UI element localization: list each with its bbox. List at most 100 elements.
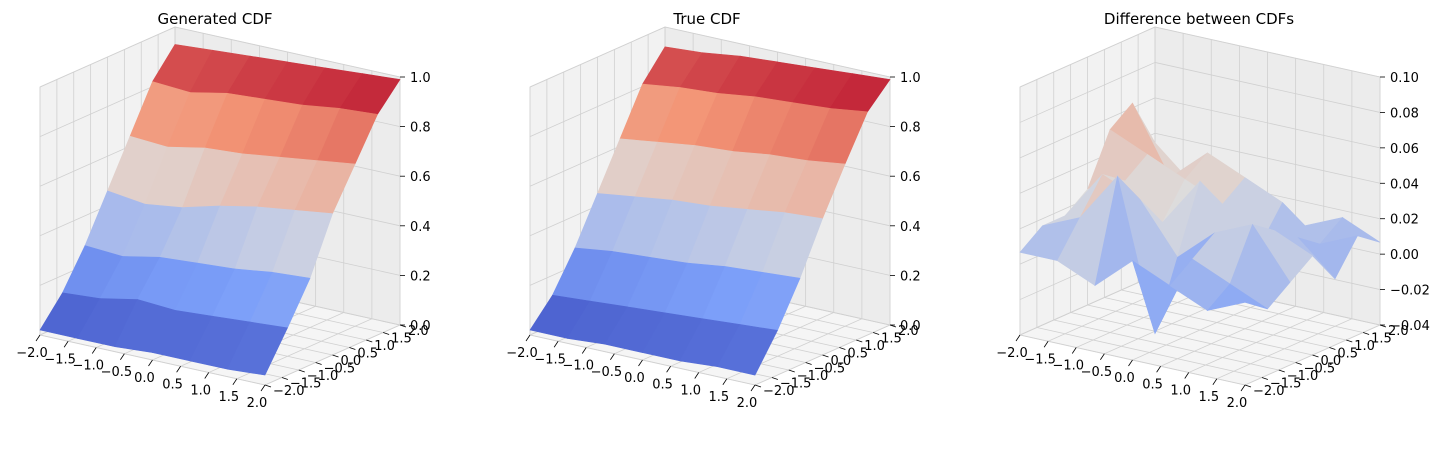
z-tick-label: 0.6 <box>900 170 921 185</box>
y-tick-label: −2.0 <box>1253 384 1285 399</box>
x-tick-label: −2.0 <box>996 346 1028 361</box>
x-tick-mark <box>260 384 266 392</box>
y-tick-mark <box>349 347 356 350</box>
y-tick-mark <box>281 377 289 380</box>
x-tick-label: 0.0 <box>624 371 645 386</box>
x-tick-label: 2.0 <box>247 396 268 411</box>
surface-patch <box>717 324 778 376</box>
y-tick-label: −0.5 <box>1304 362 1336 377</box>
y-tick-label: −1.5 <box>1270 377 1302 392</box>
x-tick-mark <box>1212 378 1218 385</box>
x-tick-mark <box>694 372 700 379</box>
y-tick-label: 1.5 <box>391 332 412 347</box>
x-tick-mark <box>525 334 531 342</box>
x-tick-mark <box>638 359 643 367</box>
z-tick-label: 0.0 <box>900 319 921 334</box>
y-tick-label: 0.5 <box>847 347 868 362</box>
x-tick-label: −1.5 <box>44 352 76 367</box>
z-tick-label: 0.2 <box>410 269 431 284</box>
y-tick-label: 0.5 <box>1337 347 1358 362</box>
y-tick-mark <box>264 384 272 388</box>
y-tick-mark <box>1329 347 1336 350</box>
x-tick-label: 0.0 <box>134 371 155 386</box>
x-tick-label: −1.5 <box>1024 352 1056 367</box>
y-tick-mark <box>1278 369 1285 373</box>
x-tick-mark <box>610 353 615 360</box>
y-tick-label: −2.0 <box>273 384 305 399</box>
x-tick-mark <box>581 347 587 354</box>
y-tick-label: −1.5 <box>780 377 812 392</box>
y-tick-label: 1.0 <box>374 339 395 354</box>
x-tick-label: −1.0 <box>72 359 104 374</box>
x-tick-mark <box>1015 334 1021 342</box>
z-tick-label: 0.6 <box>410 170 431 185</box>
subplot-3: −2.0−1.5−1.0−0.5 0.0 0.5 1.0 1.5 2.0−2.0−1.5−… <box>996 10 1430 411</box>
y-tick-label: 1.0 <box>864 339 885 354</box>
x-tick-mark <box>120 353 125 360</box>
z-tick-label: 1.0 <box>900 71 921 86</box>
x-tick-label: 0.0 <box>1114 371 1135 386</box>
x-tick-label: 1.0 <box>680 384 701 399</box>
z-tick-label: −0.04 <box>1390 319 1430 334</box>
x-tick-label: 1.5 <box>1199 390 1220 405</box>
y-tick-mark <box>298 369 305 373</box>
x-tick-label: 0.5 <box>1142 377 1163 392</box>
x-tick-label: −0.5 <box>101 365 133 380</box>
grid-line <box>1070 312 1296 363</box>
y-tick-mark <box>839 347 846 350</box>
y-tick-mark <box>1295 362 1302 365</box>
surface-patch <box>1206 283 1268 311</box>
y-tick-label: 2.0 <box>408 324 429 339</box>
x-tick-label: 2.0 <box>737 396 758 411</box>
chart-title: Generated CDF <box>158 10 273 28</box>
x-tick-label: −2.0 <box>16 346 48 361</box>
chart-title: True CDF <box>672 10 740 28</box>
y-tick-label: −1.0 <box>307 369 339 384</box>
y-tick-label: 0.0 <box>831 354 852 369</box>
z-tick-label: 0.4 <box>410 220 431 235</box>
z-tick-label: 0.8 <box>410 121 431 136</box>
y-tick-mark <box>788 369 795 373</box>
x-tick-label: −0.5 <box>1081 365 1113 380</box>
grid-line <box>1019 26 1156 88</box>
y-tick-label: −1.0 <box>1287 369 1319 384</box>
grid-line <box>1154 26 1381 78</box>
y-tick-label: 0.5 <box>357 347 378 362</box>
y-tick-mark <box>1261 377 1269 380</box>
x-tick-mark <box>722 378 728 385</box>
x-tick-mark <box>1100 353 1105 360</box>
y-tick-mark <box>872 332 880 335</box>
y-tick-label: 1.0 <box>1354 339 1375 354</box>
z-tick-label: −0.02 <box>1390 284 1430 299</box>
x-tick-mark <box>148 359 153 367</box>
subplot-2: −2.0−1.5−1.0−0.5 0.0 0.5 1.0 1.5 2.0−2.0−1.5−… <box>506 10 920 411</box>
grid-line <box>1154 97 1381 149</box>
x-tick-mark <box>35 334 41 342</box>
grid-line <box>1019 62 1156 123</box>
z-tick-label: 0.08 <box>1390 106 1419 121</box>
grid-line <box>174 26 401 78</box>
x-tick-label: 0.5 <box>162 377 183 392</box>
grid-line <box>1154 132 1381 184</box>
x-tick-mark <box>750 384 756 392</box>
y-tick-mark <box>366 339 373 343</box>
x-tick-mark <box>553 341 559 348</box>
y-tick-mark <box>805 362 812 365</box>
y-tick-label: −0.5 <box>324 362 356 377</box>
x-tick-label: −0.5 <box>591 365 623 380</box>
x-tick-mark <box>1043 341 1049 348</box>
y-tick-label: −2.0 <box>763 384 795 399</box>
grid-line <box>1053 319 1279 371</box>
grid-line <box>1104 297 1330 348</box>
z-tick-label: 1.0 <box>410 71 431 86</box>
z-tick-label: 0.8 <box>900 121 921 136</box>
y-tick-label: −0.5 <box>814 362 846 377</box>
z-tick-label: 0.00 <box>1390 248 1419 263</box>
x-tick-mark <box>1071 347 1077 354</box>
grid-line <box>1154 62 1381 113</box>
y-tick-label: −1.0 <box>797 369 829 384</box>
x-tick-label: 1.0 <box>190 384 211 399</box>
y-tick-mark <box>1244 384 1252 388</box>
